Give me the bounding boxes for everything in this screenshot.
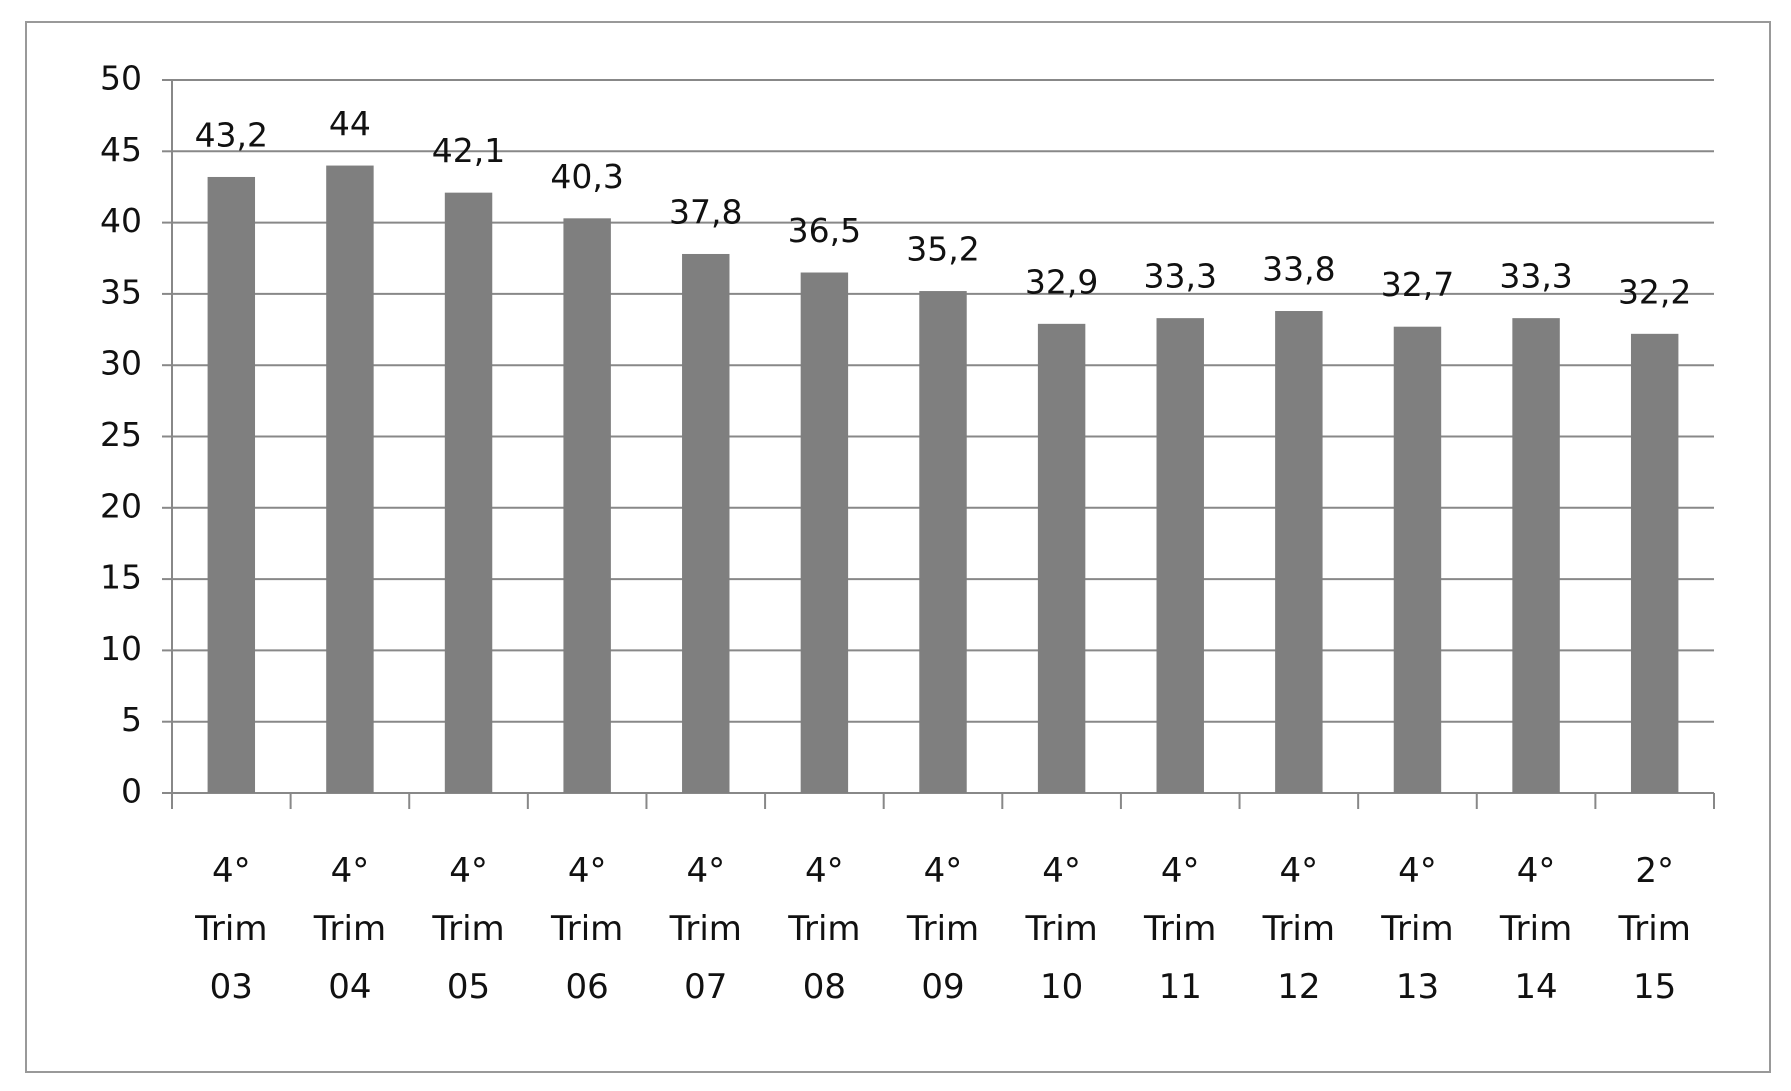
data-label: 37,8	[669, 192, 742, 231]
x-tick-label: 4° Trim 13	[1381, 851, 1454, 1007]
data-label: 32,9	[1025, 262, 1098, 301]
y-tick-label: 35	[100, 272, 142, 311]
data-label: 33,3	[1499, 257, 1572, 296]
data-label: 35,2	[906, 230, 979, 269]
x-tick-label: 4° Trim 10	[1025, 851, 1098, 1007]
bar	[919, 291, 967, 793]
x-tick-label: 4° Trim 05	[432, 851, 505, 1007]
y-tick-label: 20	[100, 486, 142, 525]
bar	[326, 165, 374, 793]
y-tick-label: 25	[100, 415, 142, 454]
data-label: 43,2	[195, 115, 268, 154]
data-label: 32,7	[1381, 265, 1454, 304]
y-tick-label: 45	[100, 130, 142, 169]
y-tick-label: 10	[100, 629, 142, 668]
y-tick-label: 5	[121, 700, 142, 739]
bar	[1630, 333, 1679, 793]
x-tick-label: 4° Trim 09	[906, 851, 980, 1007]
bar	[444, 192, 493, 794]
bar	[1037, 323, 1086, 793]
y-tick-label: 40	[100, 201, 142, 240]
y-tick-label: 15	[100, 558, 142, 597]
bar	[682, 253, 730, 794]
x-tick-label: 4° Trim 04	[313, 851, 387, 1007]
data-label: 33,3	[1143, 257, 1216, 296]
data-label: 36,5	[788, 211, 861, 250]
data-label: 42,1	[432, 131, 505, 170]
bar	[1275, 311, 1323, 793]
y-tick-label: 0	[121, 772, 142, 811]
bar	[1512, 318, 1560, 793]
x-tick-label: 2° Trim 15	[1618, 851, 1691, 1007]
data-label: 40,3	[550, 157, 623, 196]
chart-border	[25, 21, 1771, 1073]
bar	[1393, 326, 1442, 793]
x-tick-label: 4° Trim 07	[669, 851, 742, 1007]
x-tick-label: 4° Trim 12	[1262, 851, 1335, 1007]
x-tick-label: 4° Trim 06	[550, 851, 624, 1007]
x-tick-label: 4° Trim 14	[1499, 851, 1573, 1007]
bar	[800, 272, 849, 793]
data-label: 33,8	[1262, 250, 1335, 289]
data-label: 32,2	[1618, 272, 1691, 311]
y-tick-label: 30	[100, 344, 142, 383]
x-tick-label: 4° Trim 11	[1144, 851, 1217, 1007]
y-tick-label: 50	[100, 59, 142, 98]
bar	[207, 176, 256, 793]
x-tick-label: 4° Trim 03	[195, 851, 268, 1007]
data-label: 44	[329, 104, 371, 143]
bar	[563, 218, 611, 793]
x-tick-label: 4° Trim 08	[788, 851, 861, 1007]
bar	[1156, 318, 1204, 793]
